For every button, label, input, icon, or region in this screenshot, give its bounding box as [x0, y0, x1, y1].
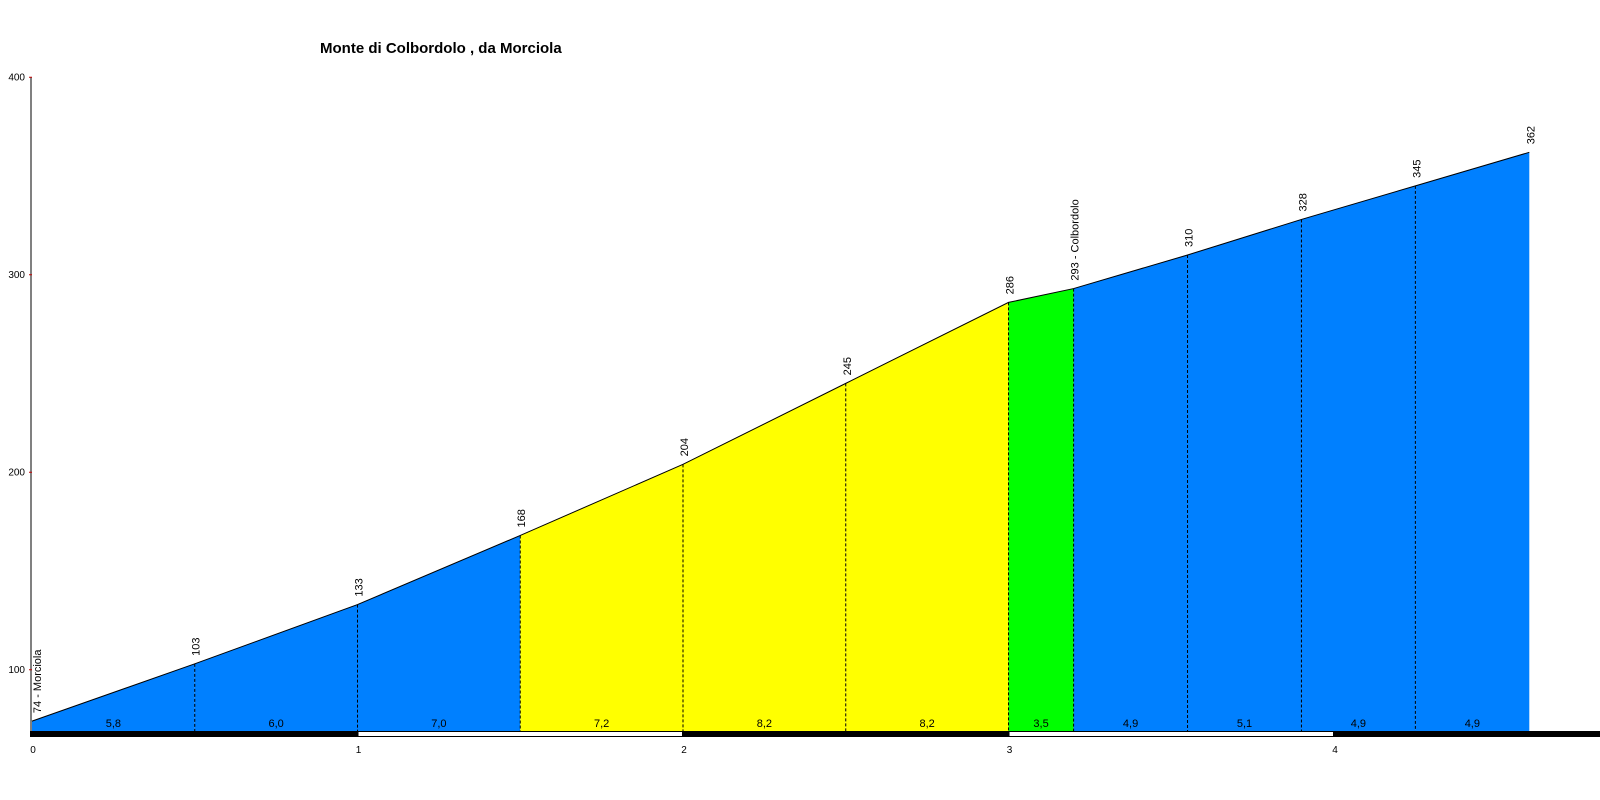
- gradient-label: 7,2: [594, 718, 609, 730]
- gradient-label: 3,5: [1033, 718, 1048, 730]
- elevation-label: 74 - Morciola: [32, 649, 44, 713]
- distance-bar-km: [1009, 732, 1333, 736]
- elevation-label: 168: [516, 509, 528, 527]
- segment-area: [1301, 185, 1416, 731]
- y-tick-label: 200: [8, 467, 25, 478]
- segment-area: [1187, 219, 1302, 731]
- gradient-label: 7,0: [431, 718, 446, 730]
- y-tick-label: 300: [8, 270, 25, 281]
- elevation-label: 286: [1005, 276, 1017, 294]
- segment-area: [194, 604, 358, 731]
- y-tick-label: 400: [8, 72, 25, 83]
- segment-area: [32, 663, 195, 731]
- elevation-label: 345: [1411, 160, 1423, 178]
- segment-area: [683, 383, 846, 731]
- segment-area: [1415, 152, 1530, 732]
- gradient-label: 8,2: [919, 718, 934, 730]
- gradient-label: 6,0: [268, 718, 283, 730]
- x-tick-label: 3: [1007, 745, 1013, 756]
- elevation-label: 328: [1297, 193, 1309, 211]
- y-tick-label: 100: [8, 665, 25, 676]
- elevation-label: 293 - Colbordolo: [1070, 199, 1082, 280]
- segment-area: [1008, 288, 1074, 731]
- gradient-label: 4,9: [1123, 718, 1138, 730]
- x-tick-label: 2: [681, 745, 687, 756]
- gradient-label: 5,8: [106, 718, 121, 730]
- x-tick-label: 1: [356, 745, 362, 756]
- gradient-label: 4,9: [1465, 718, 1480, 730]
- elevation-label: 362: [1525, 126, 1537, 144]
- x-tick-label: 4: [1332, 745, 1338, 756]
- elevation-label: 204: [679, 438, 691, 456]
- gradient-label: 8,2: [757, 718, 772, 730]
- gradient-label: 5,1: [1237, 718, 1252, 730]
- segment-area: [357, 535, 521, 731]
- elevation-label: 310: [1184, 229, 1196, 247]
- distance-bar-km: [358, 732, 682, 736]
- segment-area: [1073, 255, 1188, 731]
- elevation-label: 245: [842, 357, 854, 375]
- elevation-label: 133: [354, 578, 366, 596]
- x-tick-label: 0: [30, 745, 36, 756]
- gradient-label: 4,9: [1351, 718, 1366, 730]
- profile-line: [31, 151, 1530, 722]
- elevation-label: 103: [191, 637, 203, 655]
- distance-bar: [30, 731, 1600, 737]
- chart-title: Monte di Colbordolo , da Morciola: [320, 40, 562, 57]
- segment-area: [845, 302, 1009, 731]
- segment-area: [520, 464, 683, 731]
